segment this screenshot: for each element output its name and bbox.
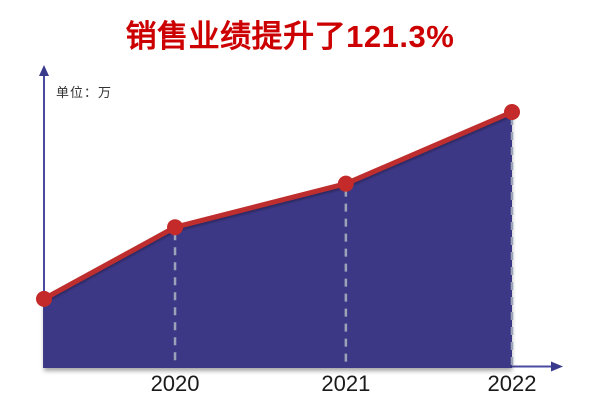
x-axis-label-2020: 2020 <box>151 371 200 396</box>
chart-title: 销售业绩提升了121.3% <box>125 19 455 54</box>
data-point-marker <box>36 290 52 307</box>
data-points <box>36 104 520 307</box>
y-axis-arrowhead-icon <box>39 65 49 76</box>
x-axis-label-2021: 2021 <box>321 371 370 396</box>
x-axis-label-2022: 2022 <box>488 371 537 396</box>
y-axis-unit-label: 单位：万 <box>56 85 112 100</box>
guide-lines <box>173 117 514 366</box>
area-fill <box>44 112 512 368</box>
x-axis-labels: 2020 2021 2022 <box>151 371 537 396</box>
data-point-marker <box>504 104 520 120</box>
data-point-marker <box>337 175 354 192</box>
x-axis-arrowhead-icon <box>551 361 563 372</box>
trend-line <box>41 109 515 302</box>
data-point-marker <box>167 219 184 236</box>
